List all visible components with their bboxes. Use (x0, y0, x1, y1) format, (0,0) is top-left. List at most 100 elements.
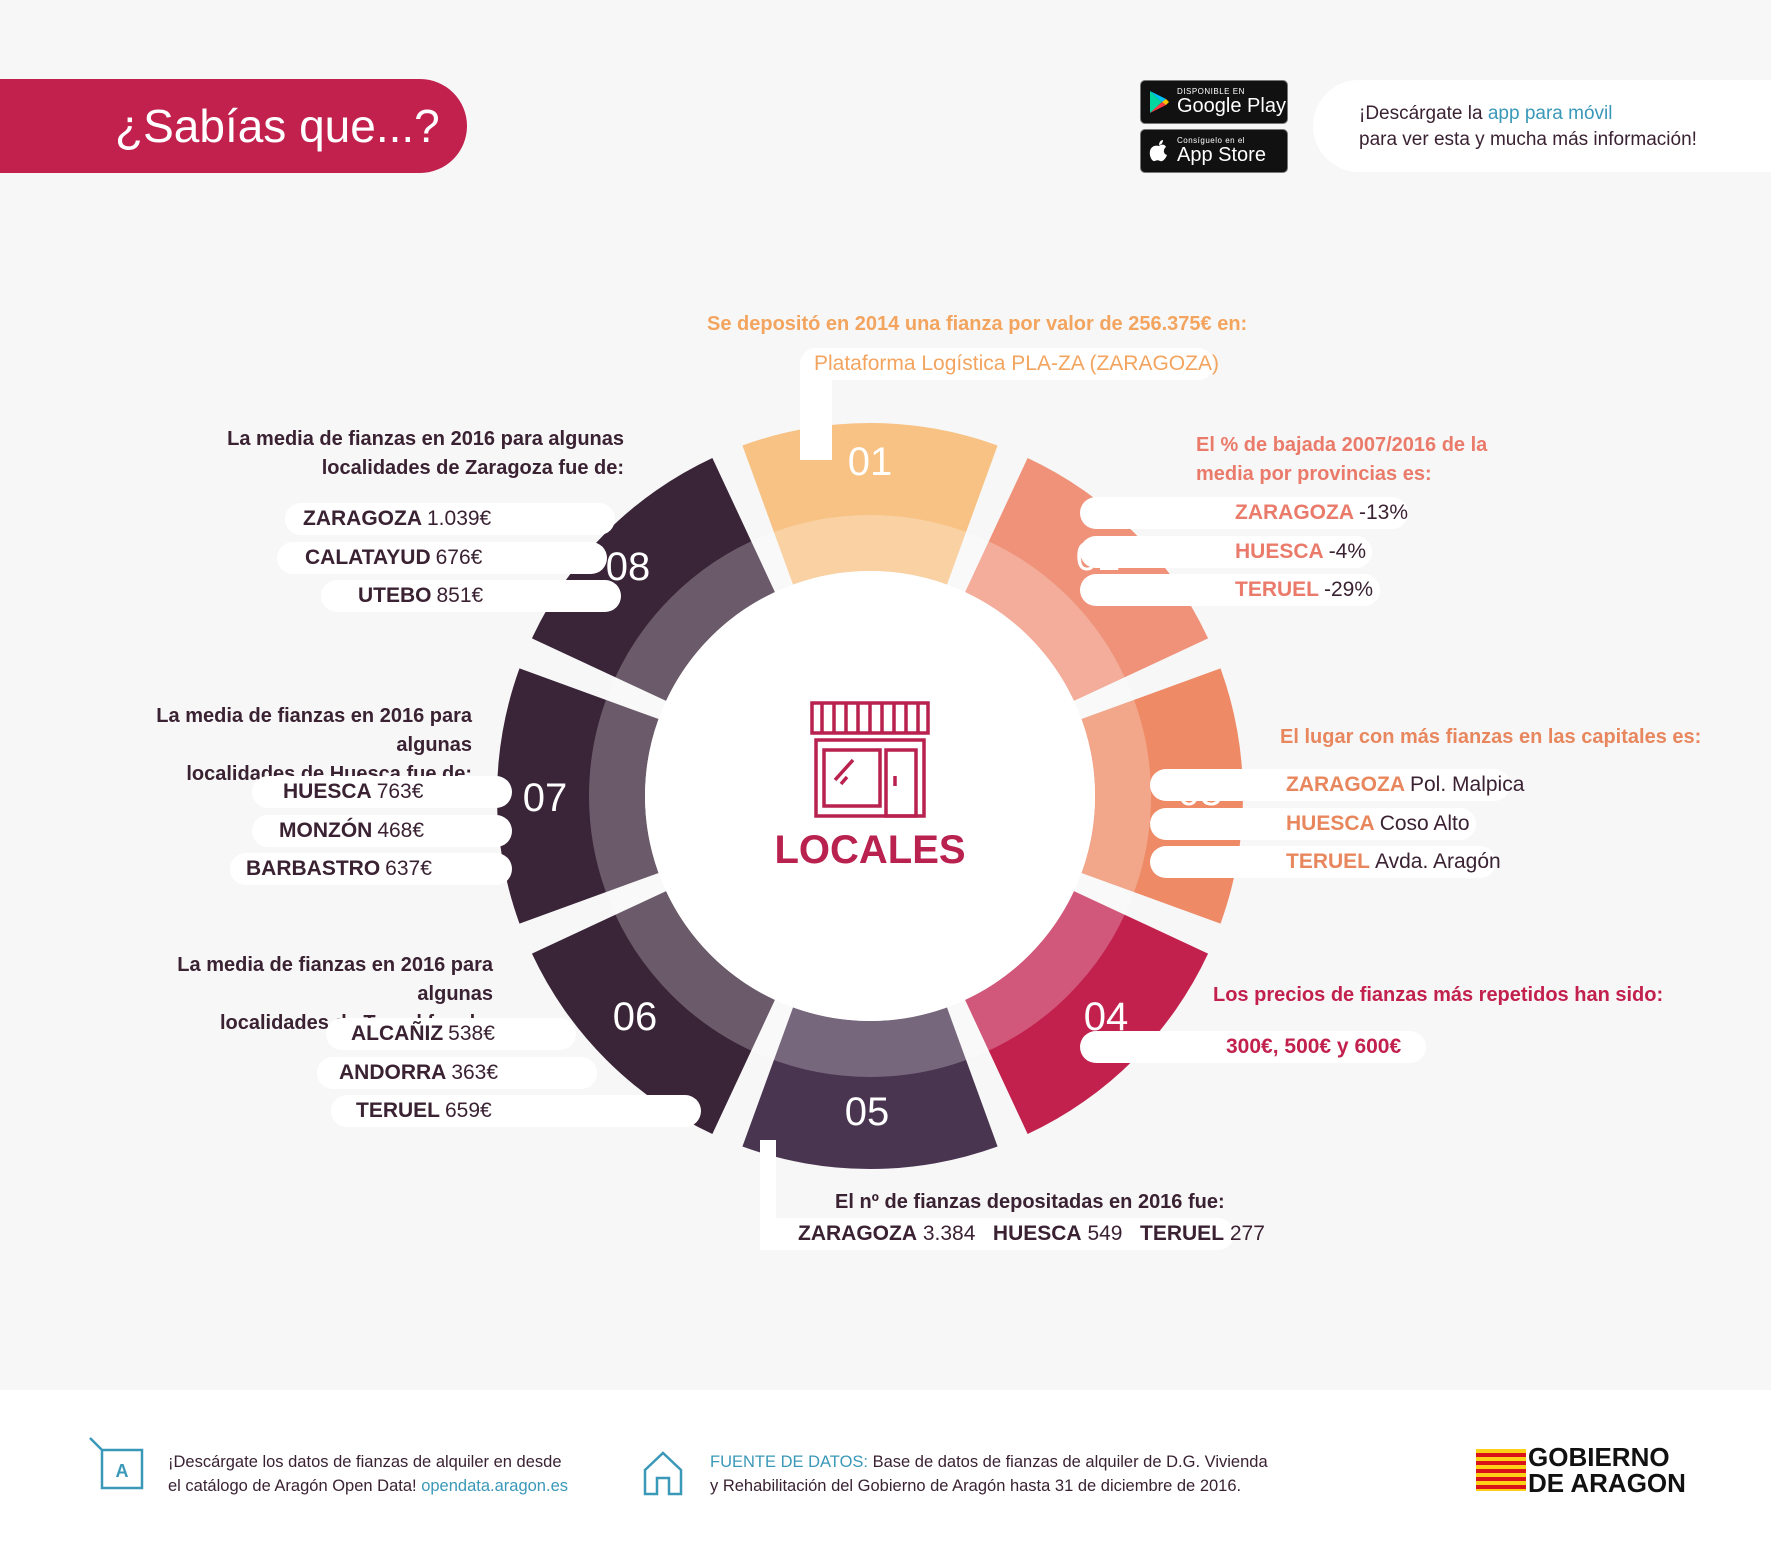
ring-segment-04 (965, 891, 1209, 1135)
s08-heading: La media de fianzas en 2016 para algunas… (224, 425, 624, 483)
s07-row-value: 763€ (376, 780, 424, 803)
s03-row-place: ZARAGOZA (1286, 773, 1405, 796)
s03-row-value: Pol. Malpica (1410, 773, 1525, 796)
ring-segment-05 (742, 1007, 998, 1169)
ring-segment-01 (742, 423, 998, 585)
segment-number-07: 07 (522, 776, 568, 820)
segment-number-06: 06 (612, 995, 658, 1039)
s07-row-value: 637€ (385, 857, 432, 880)
ring-inner-band (589, 515, 1151, 1077)
s07-row-place: MONZÓN (279, 819, 373, 842)
google-play-name: Google Play (1177, 95, 1286, 117)
ring-segment-08 (531, 457, 775, 701)
s05-place: TERUEL (1140, 1222, 1225, 1245)
google-play-small: DISPONIBLE EN (1177, 87, 1245, 96)
center-disc (645, 571, 1095, 1021)
s06-row-alcaniz: ALCAÑIZ 538€ (326, 1018, 576, 1050)
s06-row-place: ANDORRA (339, 1061, 447, 1084)
s02-heading-line2: media por provincias es: (1196, 463, 1432, 485)
s03-row-place: HUESCA (1286, 812, 1375, 835)
logo-line1: GOBIERNO (1528, 1442, 1670, 1472)
app-store-name: App Store (1177, 144, 1266, 166)
s07-row-huesca: HUESCA 763€ (252, 776, 512, 808)
s02-row-huesca: HUESCA -4% (1080, 536, 1372, 568)
svg-text:A: A (116, 1461, 129, 1481)
segment-number-01: 01 (847, 440, 893, 484)
app-store-badge[interactable]: Consíguelo en el App Store (1140, 129, 1288, 173)
app-store-small: Consíguelo en el (1177, 136, 1246, 145)
s05-value: 277 (1229, 1222, 1265, 1245)
s02-row-zaragoza: ZARAGOZA -13% (1080, 497, 1408, 529)
s03-row-value: Coso Alto (1379, 812, 1470, 835)
page-title: ¿Sabías que...? (115, 100, 440, 152)
segment-number-05: 05 (844, 1090, 890, 1134)
s08-row-value: 851€ (436, 584, 484, 607)
s02-row-place: HUESCA (1235, 540, 1324, 563)
s02-row-value: -4% (1328, 540, 1367, 563)
google-play-badge[interactable]: DISPONIBLE EN Google Play (1140, 80, 1288, 124)
s06-heading-line1: La media de fianzas en 2016 para algunas (177, 954, 493, 1005)
download-line1: ¡Descárgate los datos de fianzas de alqu… (168, 1453, 562, 1471)
source-label: FUENTE DE DATOS: (710, 1453, 868, 1471)
s03-row-value: Avda. Aragón (1375, 850, 1501, 873)
s08-row-value: 1.039€ (427, 507, 492, 530)
s07-row-monzon: MONZÓN 468€ (252, 815, 512, 847)
footer: A ¡Descárgate los datos de fianzas de al… (0, 1390, 1771, 1562)
s07-heading-line1: La media de fianzas en 2016 para algunas (156, 705, 472, 756)
s03-heading: El lugar con más fianzas en las capitale… (1280, 726, 1702, 748)
app-promo-prefix: ¡Descárgate la (1359, 103, 1488, 124)
s06-row-value: 363€ (451, 1061, 499, 1084)
s05-value: 549 (1087, 1222, 1123, 1245)
ring-segment-07 (496, 668, 659, 924)
s07-row-place: HUESCA (283, 780, 372, 803)
s02-row-teruel: TERUEL -29% (1080, 574, 1380, 606)
ring-segments (496, 423, 1244, 1169)
s06-row-value: 659€ (445, 1099, 492, 1122)
s08-row-place: CALATAYUD (305, 546, 431, 569)
ring-segment-06 (531, 891, 775, 1135)
s02-row-value: -13% (1359, 501, 1409, 524)
gobierno-aragon-logo: GOBIERNO DE ARAGON (1528, 1444, 1686, 1496)
download-data-text: ¡Descárgate los datos de fianzas de alqu… (168, 1450, 568, 1498)
s05-values: ZARAGOZA 3.384 HUESCA 549 TERUEL 277 (798, 1222, 1265, 1246)
s06-row-value: 538€ (448, 1022, 495, 1045)
s02-row-place: ZARAGOZA (1235, 501, 1354, 524)
app-promo: ¡Descárgate la app para móvil para ver e… (1313, 80, 1771, 172)
s02-row-value: -29% (1324, 578, 1374, 601)
s06-row-teruel: TERUEL 659€ (331, 1095, 701, 1127)
header-banner: ¿Sabías que...? (0, 79, 467, 173)
s02-row-place: TERUEL (1235, 578, 1319, 601)
data-source-text: FUENTE DE DATOS: Base de datos de fianza… (710, 1450, 1268, 1498)
s04-value: 300€, 500€ y 600€ (1080, 1031, 1426, 1063)
s03-row-huesca: HUESCA Coso Alto (1150, 808, 1476, 840)
shop-icon (810, 701, 930, 818)
s05-heading: El nº de fianzas depositadas en 2016 fue… (835, 1191, 1225, 1213)
s01-value: Plataforma Logística PLA-ZA (ZARAGOZA) (814, 352, 1219, 375)
s03-row-zaragoza: ZARAGOZA Pol. Malpica (1150, 769, 1524, 801)
s05-place: ZARAGOZA (798, 1222, 917, 1245)
open-data-icon: A (89, 1437, 144, 1490)
s03-row-teruel: TERUEL Avda. Aragón (1150, 846, 1501, 878)
opendata-link[interactable]: opendata.aragon.es (421, 1477, 568, 1495)
s06-row-place: ALCAÑIZ (351, 1022, 444, 1045)
s05-place: HUESCA (992, 1222, 1082, 1245)
apple-icon (1141, 139, 1177, 163)
app-promo-text: ¡Descárgate la app para móvil para ver e… (1359, 101, 1697, 153)
s06-row-andorra: ANDORRA 363€ (317, 1057, 597, 1089)
s06-row-place: TERUEL (356, 1099, 440, 1122)
s08-heading-line1: La media de fianzas en 2016 para algunas (227, 428, 624, 450)
s08-row-utebo: UTEBO 851€ (321, 580, 621, 612)
app-promo-link[interactable]: app para móvil (1487, 103, 1613, 124)
s08-row-place: ZARAGOZA (303, 507, 422, 530)
s08-row-calatayud: CALATAYUD 676€ (277, 542, 607, 574)
source-line2: y Rehabilitación del Gobierno de Aragón … (710, 1477, 1242, 1495)
s03-row-place: TERUEL (1286, 850, 1370, 873)
aragon-flag-icon (1476, 1449, 1526, 1491)
home-icon (643, 1451, 683, 1496)
s02-heading-line1: El % de bajada 2007/2016 de la (1196, 434, 1488, 456)
inner-band (589, 515, 1151, 1077)
center-label: LOCALES (774, 828, 966, 872)
s08-heading-line2: localidades de Zaragoza fue de: (321, 457, 624, 479)
s08-row-value: 676€ (435, 546, 483, 569)
